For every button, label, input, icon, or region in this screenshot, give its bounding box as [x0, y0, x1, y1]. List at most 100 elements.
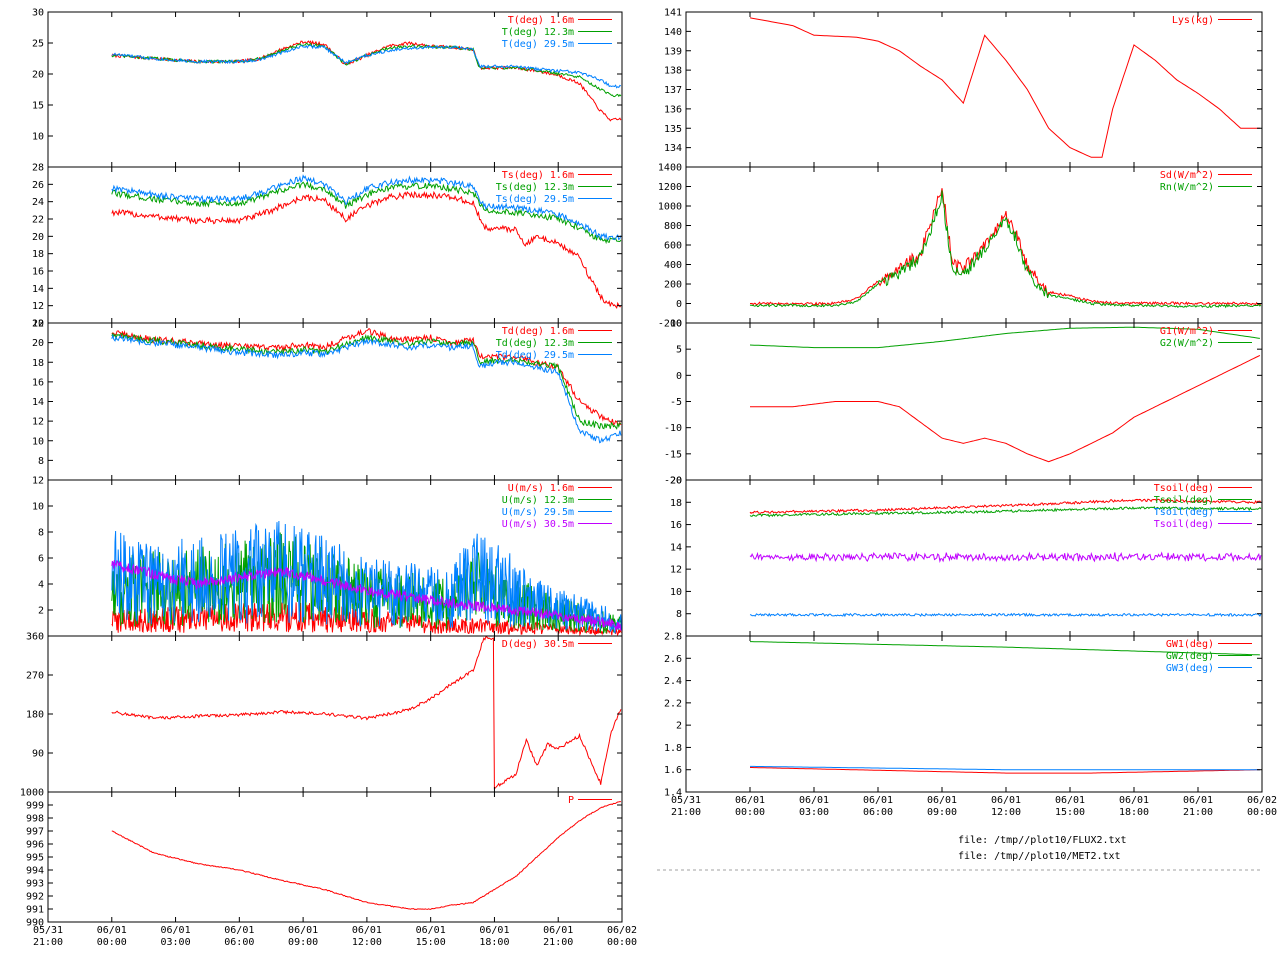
y-tick-label: 993 — [26, 879, 44, 890]
y-tick-label: 18 — [32, 249, 44, 260]
panel-groundwater — [750, 641, 1260, 774]
y-tick-label: 10 — [670, 587, 682, 598]
file-label-flux: file: /tmp//plot10/FLUX2.txt — [958, 835, 1127, 846]
legend-label: P — [568, 795, 574, 806]
y-tick-label: 992 — [26, 892, 44, 903]
x-tick-time: 03:00 — [161, 937, 191, 948]
y-tick-label: 18 — [670, 498, 682, 509]
y-tick-label: 360 — [26, 632, 44, 643]
y-tick-label: 800 — [664, 221, 682, 232]
panel-pressure — [111, 801, 621, 911]
series-line — [111, 190, 621, 309]
y-tick-label: 12 — [32, 417, 44, 428]
y-tick-label: 1.6 — [664, 765, 682, 776]
y-tick-label: 1000 — [658, 202, 682, 213]
x-tick-time: 15:00 — [1055, 807, 1085, 818]
series-line — [111, 636, 622, 790]
panel-mass — [749, 17, 1260, 158]
series-line — [750, 641, 1260, 656]
x-tick-time: 00:00 — [97, 937, 127, 948]
x-tick-date: 06/01 — [927, 795, 957, 806]
series-line — [111, 801, 621, 911]
x-tick-date: 06/01 — [224, 925, 254, 936]
series-line — [111, 44, 622, 89]
x-tick-time: 15:00 — [416, 937, 446, 948]
legend-label: GW3(deg) — [1166, 663, 1214, 674]
y-tick-label: 16 — [670, 520, 682, 531]
series-line — [749, 551, 1262, 564]
y-tick-label: 1.8 — [664, 743, 682, 754]
x-tick-time: 00:00 — [607, 937, 637, 948]
y-tick-label: 135 — [664, 124, 682, 135]
x-tick-date: 06/01 — [735, 795, 765, 806]
x-tick-date: 06/01 — [161, 925, 191, 936]
x-tick-date: 06/01 — [799, 795, 829, 806]
x-tick-time: 21:00 — [543, 937, 573, 948]
x-tick-time: 12:00 — [991, 807, 1021, 818]
y-tick-label: 16 — [32, 377, 44, 388]
y-tick-label: 2.8 — [664, 632, 682, 643]
y-tick-label: -20 — [664, 476, 682, 487]
y-tick-label: 20 — [32, 70, 44, 81]
file-label-met: file: /tmp//plot10/MET2.txt — [958, 851, 1121, 862]
series-line — [750, 188, 1262, 306]
legend-label: Tsoil(deg) — [1154, 483, 1214, 494]
y-tick-label: -10 — [664, 423, 682, 434]
panel-radiation — [749, 188, 1262, 309]
legend-label: Ts(deg) 29.5m — [496, 194, 574, 205]
series-line — [749, 190, 1262, 309]
legend-label: Ts(deg) 12.3m — [496, 182, 574, 193]
y-tick-label: -5 — [670, 397, 682, 408]
legend-label: GW1(deg) — [1166, 639, 1214, 650]
y-tick-label: 200 — [664, 280, 682, 291]
y-tick-label: 26 — [32, 180, 44, 191]
y-tick-label: 0 — [676, 371, 682, 382]
y-tick-label: 991 — [26, 905, 44, 916]
legend-label: Sd(W/m^2) — [1160, 170, 1214, 181]
legend-label: GW2(deg) — [1166, 651, 1214, 662]
legend-label: Tsoil(deg) — [1154, 519, 1214, 530]
x-tick-time: 03:00 — [799, 807, 829, 818]
x-tick-time: 00:00 — [735, 807, 765, 818]
panel-soil-temp — [749, 498, 1262, 618]
x-tick-date: 06/01 — [1183, 795, 1213, 806]
y-tick-label: 0 — [676, 299, 682, 310]
y-tick-label: 10 — [32, 502, 44, 513]
legend-label: G2(W/m^2) — [1160, 338, 1214, 349]
legend-label: Lys(kg) — [1172, 15, 1214, 26]
y-tick-label: 600 — [664, 241, 682, 252]
series-line — [111, 560, 622, 631]
x-tick-date: 06/01 — [543, 925, 573, 936]
x-tick-time: 21:00 — [671, 807, 701, 818]
y-tick-label: 10 — [32, 319, 44, 330]
x-tick-time: 06:00 — [224, 937, 254, 948]
y-tick-label: 138 — [664, 66, 682, 77]
y-tick-label: 22 — [32, 215, 44, 226]
x-tick-date: 06/02 — [1247, 795, 1277, 806]
y-tick-label: 996 — [26, 840, 44, 851]
legend-label: U(m/s) 29.5m — [502, 507, 574, 518]
y-tick-label: 90 — [32, 749, 44, 760]
x-tick-time: 18:00 — [479, 937, 509, 948]
y-tick-label: -15 — [664, 449, 682, 460]
y-tick-label: 14 — [32, 397, 44, 408]
x-tick-date: 06/01 — [288, 925, 318, 936]
y-tick-label: 14 — [32, 284, 44, 295]
series-line — [111, 42, 622, 98]
y-tick-label: 139 — [664, 46, 682, 57]
legend-label: T(deg) 1.6m — [508, 15, 574, 26]
panel-ground-flux — [749, 326, 1261, 463]
y-tick-label: 998 — [26, 814, 44, 825]
y-tick-label: 14 — [670, 542, 682, 553]
y-tick-label: 4 — [38, 580, 44, 591]
y-tick-label: 10 — [32, 132, 44, 143]
y-tick-label: 24 — [32, 197, 44, 208]
series-line — [111, 332, 622, 430]
y-tick-label: 136 — [664, 104, 682, 115]
panel-surface-temp — [111, 174, 622, 309]
y-tick-label: 134 — [664, 143, 682, 154]
x-tick-time: 12:00 — [352, 937, 382, 948]
legend-label: U(m/s) 12.3m — [502, 495, 574, 506]
y-tick-label: 400 — [664, 260, 682, 271]
